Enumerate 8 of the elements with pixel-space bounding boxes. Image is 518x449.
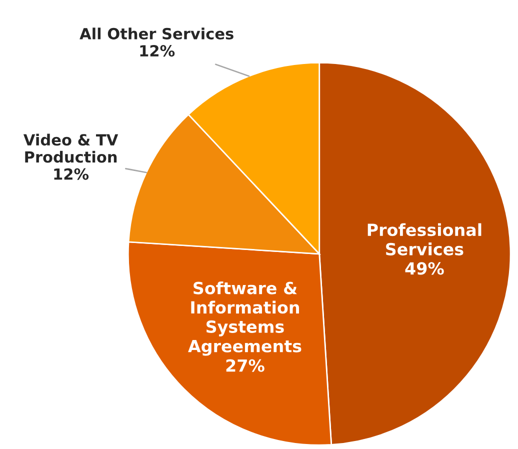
- data-label: 27%: [226, 359, 264, 372]
- slice-label: Video & TV Production: [23, 134, 118, 163]
- slice-label: Software & Information Systems Agreements: [188, 281, 302, 356]
- data-label: 12%: [140, 45, 175, 57]
- data-label: 49%: [405, 262, 444, 275]
- slice-label: All Other Services: [80, 28, 234, 40]
- slice-label: Professional Services: [368, 223, 482, 256]
- data-label: 12%: [54, 168, 89, 180]
